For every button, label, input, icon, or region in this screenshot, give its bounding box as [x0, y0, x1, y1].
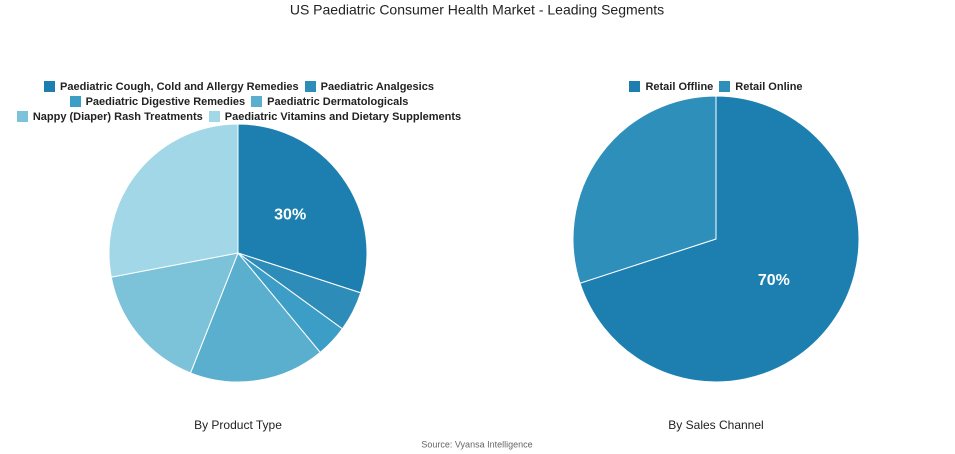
chart-subtitle: By Product Type — [194, 418, 282, 432]
data-label: 30% — [274, 206, 306, 223]
legend-swatch — [251, 96, 263, 107]
legend-label: Retail Online — [735, 80, 803, 93]
pie-slice — [189, 252, 321, 383]
legend-label: Paediatric Dermatologicals — [267, 95, 409, 108]
legend-swatch — [304, 81, 316, 92]
legend-item: Paediatric Analgesics — [304, 80, 434, 93]
legend-item: Nappy (Diaper) Rash Treatments — [16, 110, 203, 123]
legend-swatch — [16, 111, 28, 122]
legend-label: Paediatric Vitamins and Dietary Suppleme… — [224, 110, 462, 123]
legend-item: Paediatric Dermatologicals — [251, 95, 408, 108]
legend-swatch — [719, 81, 731, 92]
pie-slice — [108, 123, 239, 278]
legend-swatch — [629, 81, 641, 92]
pie-slice — [110, 252, 239, 374]
legend-label: Paediatric Digestive Remedies — [85, 95, 246, 108]
legend-item: Paediatric Vitamins and Dietary Suppleme… — [208, 110, 462, 123]
chart-title: US Paediatric Consumer Health Market - L… — [290, 2, 664, 18]
source: Source: Vyansa Intelligence — [421, 439, 532, 449]
pie-slice — [579, 95, 860, 383]
legend-swatch — [69, 96, 81, 107]
legend-label: Paediatric Analgesics — [320, 80, 434, 93]
legend-swatch — [44, 81, 56, 92]
legend-item: Paediatric Digestive Remedies — [69, 95, 246, 108]
legend-label: Retail Offline — [645, 80, 714, 93]
legend-item: Retail Offline — [629, 80, 713, 93]
chart-subtitle: By Sales Channel — [668, 418, 763, 432]
legend-item: Retail Online — [719, 80, 803, 93]
legend-swatch — [208, 111, 220, 122]
pie-slice — [237, 123, 368, 294]
legend-item: Paediatric Cough, Cold and Allergy Remed… — [44, 80, 299, 93]
data-label: 70% — [758, 272, 790, 289]
legend: Paediatric Cough, Cold and Allergy Remed… — [8, 80, 470, 123]
pie-slice — [572, 95, 717, 284]
legend: Retail Offline Retail Online — [560, 80, 872, 93]
legend-label: Paediatric Cough, Cold and Allergy Remed… — [60, 80, 299, 93]
legend-label: Nappy (Diaper) Rash Treatments — [32, 110, 203, 123]
